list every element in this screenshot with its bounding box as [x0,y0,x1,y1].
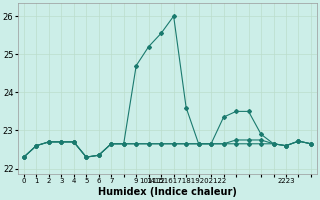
X-axis label: Humidex (Indice chaleur): Humidex (Indice chaleur) [98,187,237,197]
